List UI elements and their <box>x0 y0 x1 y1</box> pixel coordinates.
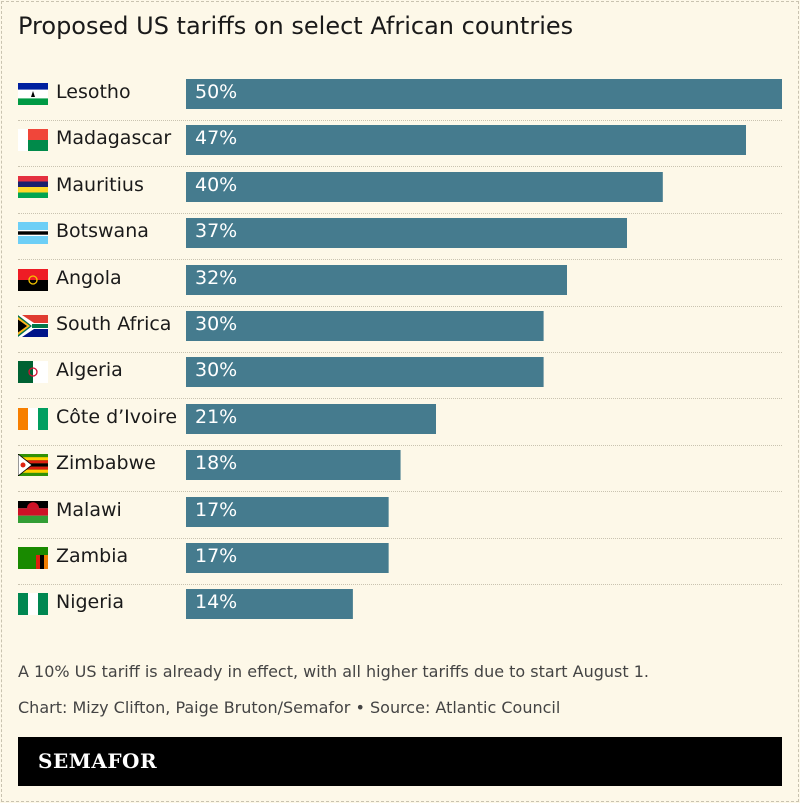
value-label: 37% <box>195 220 238 243</box>
row-divider <box>18 584 782 585</box>
botswana-flag-icon <box>18 222 48 245</box>
row-divider <box>18 166 782 168</box>
zimbabwe-flag-icon <box>18 454 48 477</box>
bar-rect <box>186 79 782 109</box>
bar-row: Algeria 30% <box>18 352 782 400</box>
south-africa-flag-icon <box>18 315 48 337</box>
bar-row: Madagascar 47% <box>18 120 782 168</box>
bar-row: Botswana 37% <box>18 213 782 261</box>
bar <box>186 171 663 202</box>
bar-rect <box>186 357 544 388</box>
category-label: Zambia <box>56 545 129 567</box>
bar-rect <box>186 543 389 573</box>
value-label: 40% <box>195 173 238 196</box>
category-label: Malawi <box>56 498 122 521</box>
category-label: South Africa <box>56 313 172 335</box>
bar-row: Lesotho 50% <box>18 74 782 121</box>
bar-row: Zambia 17% <box>18 538 782 585</box>
row-divider <box>18 537 782 539</box>
bar-rect <box>186 496 389 527</box>
category-label: Côte d’Ivoire <box>56 405 178 428</box>
footer-bar: SEMAFOR <box>18 737 782 786</box>
value-label: 30% <box>195 359 238 382</box>
category-label: Zimbabwe <box>56 452 156 475</box>
value-label: 17% <box>195 498 238 521</box>
row-divider <box>18 212 782 214</box>
row-divider <box>18 398 782 400</box>
bar <box>186 403 437 434</box>
bar-rect <box>186 264 568 295</box>
malawi-flag-icon <box>18 500 48 523</box>
bar-row: Zimbabwe 18% <box>18 445 782 493</box>
value-label: 14% <box>195 591 238 614</box>
category-label: Mauritius <box>56 173 144 196</box>
value-label: 21% <box>195 405 238 428</box>
bar <box>186 496 389 527</box>
row-divider <box>18 444 782 446</box>
bar-row: Angola 32% <box>18 260 782 307</box>
value-label: 47% <box>195 127 238 150</box>
bar-rect <box>186 218 628 249</box>
bar-row: Côte d’Ivoire 21% <box>18 399 782 446</box>
row-divider <box>18 352 782 353</box>
bar <box>186 589 353 620</box>
chart-title: Proposed US tariffs on select African co… <box>18 12 574 40</box>
value-label: 32% <box>195 266 238 289</box>
bar <box>186 125 747 156</box>
bar <box>186 543 389 573</box>
bar-rect <box>186 171 663 202</box>
category-label: Algeria <box>56 359 123 382</box>
bar-rect <box>186 589 353 620</box>
value-label: 30% <box>195 313 238 335</box>
category-label: Nigeria <box>56 591 124 614</box>
lesotho-flag-icon <box>18 83 48 105</box>
bar <box>186 264 568 295</box>
cote-divoire-flag-icon <box>18 407 48 430</box>
value-label: 17% <box>195 545 238 567</box>
bar-rect <box>186 403 437 434</box>
bar <box>186 450 401 481</box>
value-label: 50% <box>195 81 238 103</box>
bar-row: Malawi 17% <box>18 492 782 539</box>
row-divider <box>18 491 782 493</box>
bar <box>186 218 628 249</box>
bar-row: South Africa 30% <box>18 306 782 353</box>
bar-rect <box>186 450 401 481</box>
madagascar-flag-icon <box>18 129 48 152</box>
mauritius-flag-icon <box>18 175 48 198</box>
bar-rect <box>186 311 544 341</box>
algeria-flag-icon <box>18 361 48 384</box>
bar-row: Nigeria 14% <box>18 584 782 630</box>
bar <box>186 79 782 109</box>
value-label: 18% <box>195 452 238 475</box>
row-divider <box>18 259 782 261</box>
row-divider <box>18 120 782 121</box>
nigeria-flag-icon <box>18 593 48 616</box>
semafor-logo: SEMAFOR <box>38 749 158 773</box>
bar <box>186 357 544 388</box>
zambia-flag-icon <box>18 547 48 569</box>
credit: Chart: Mizy Clifton, Paige Bruton/Semafo… <box>18 698 561 717</box>
bar-row: Mauritius 40% <box>18 167 782 214</box>
bar <box>186 311 544 341</box>
category-label: Lesotho <box>56 81 131 103</box>
row-divider <box>18 305 782 307</box>
caption: A 10% US tariff is already in effect, wi… <box>18 662 649 681</box>
angola-flag-icon <box>18 268 48 291</box>
category-label: Madagascar <box>56 127 172 150</box>
bar-rect <box>186 125 747 156</box>
category-label: Angola <box>56 266 122 289</box>
category-label: Botswana <box>56 220 149 243</box>
